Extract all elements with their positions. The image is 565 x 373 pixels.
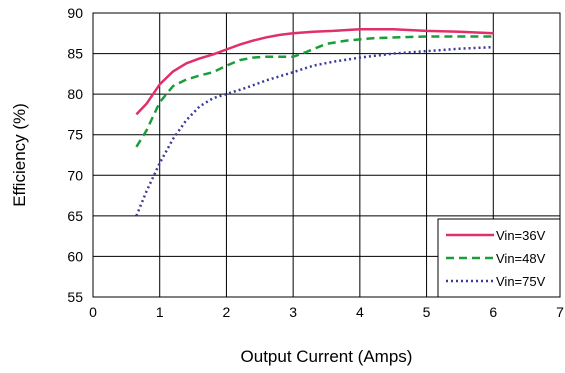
legend-box (437, 218, 561, 298)
legend: Vin=36V Vin=48V Vin=75V (437, 218, 561, 298)
x-tick-label: 5 (423, 304, 431, 320)
x-tick-labels: 0 1 2 3 4 5 6 7 (89, 304, 564, 320)
y-tick-label: 60 (67, 248, 83, 264)
y-tick-label: 90 (67, 5, 83, 21)
plot-frame (92, 12, 561, 298)
legend-label-1: Vin=48V (496, 251, 546, 266)
y-tick-label: 55 (67, 289, 83, 305)
y-tick-label: 75 (67, 127, 83, 143)
y-tick-label: 70 (67, 167, 83, 183)
y-tick-label: 80 (67, 86, 83, 102)
series-line-2 (135, 45, 494, 217)
y-axis-label: Efficiency (%) (10, 103, 29, 207)
x-tick-label: 2 (223, 304, 231, 320)
x-tick-label: 0 (89, 304, 97, 320)
x-tick-label: 3 (289, 304, 297, 320)
series-line-0 (135, 27, 494, 116)
x-axis-label: Output Current (Amps) (241, 347, 413, 366)
series-line-1 (135, 35, 494, 148)
x-tick-label: 4 (356, 304, 364, 320)
y-tick-labels: 55 60 65 70 75 80 85 90 (67, 5, 83, 305)
x-tick-label: 7 (556, 304, 564, 320)
x-tick-label: 1 (156, 304, 164, 320)
legend-label-2: Vin=75V (496, 274, 546, 289)
y-tick-label: 85 (67, 46, 83, 62)
series-lines (135, 27, 494, 217)
x-tick-label: 6 (489, 304, 497, 320)
legend-label-0: Vin=36V (496, 228, 546, 243)
y-tick-label: 65 (67, 208, 83, 224)
